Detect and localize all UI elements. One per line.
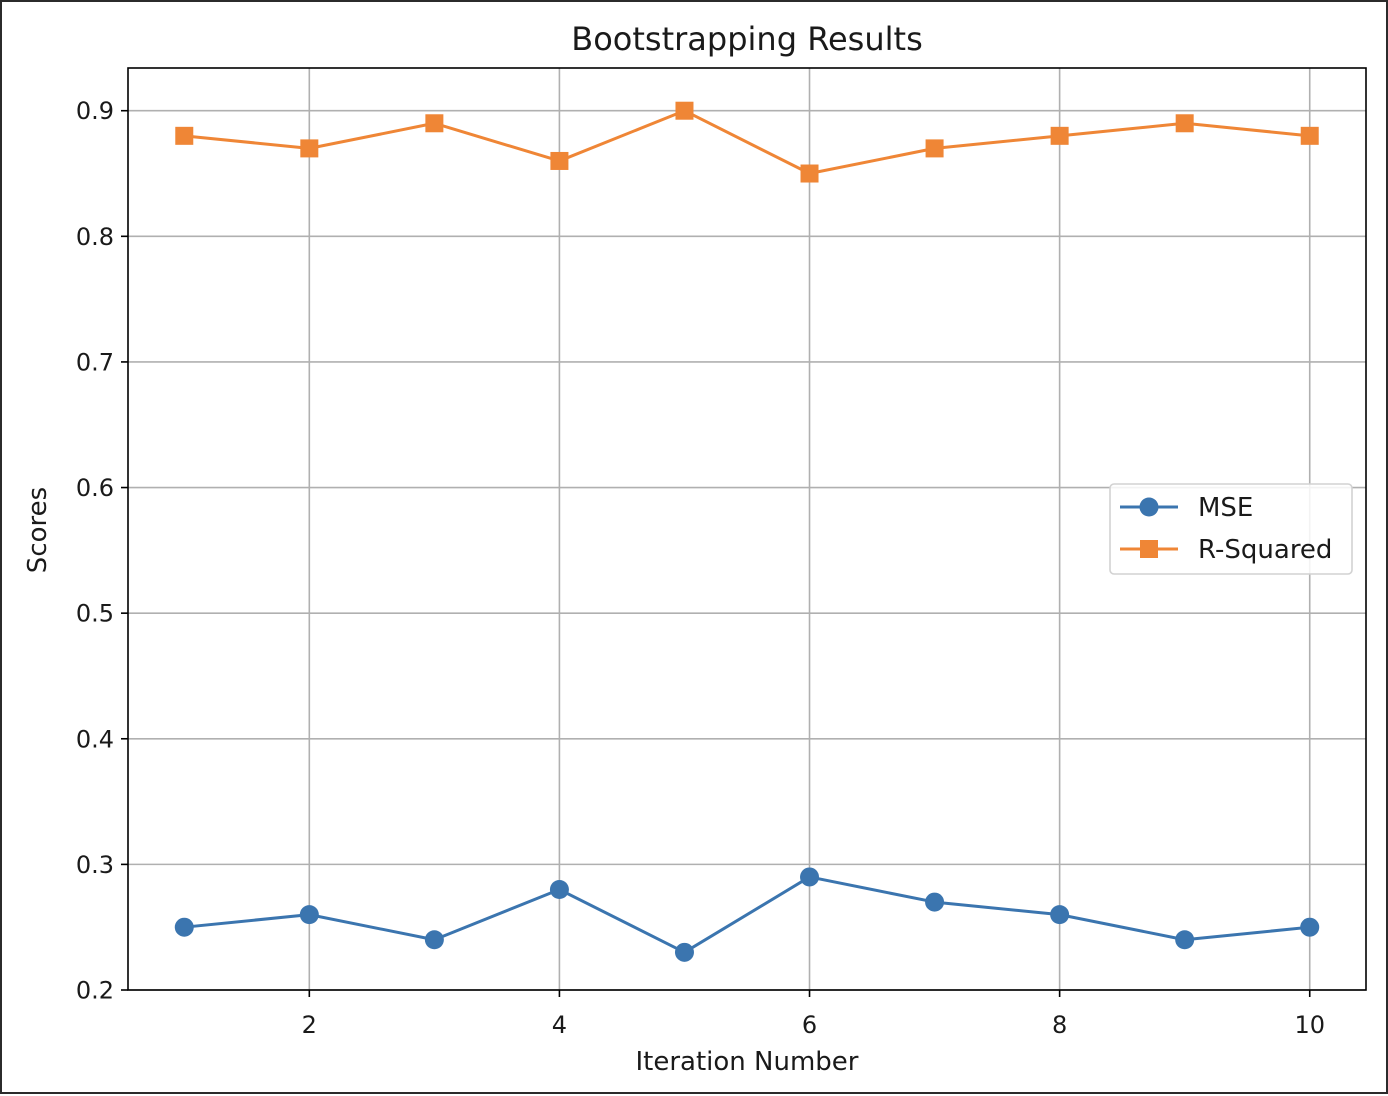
mse-point: [1300, 917, 1320, 937]
r-squared-series-line: [184, 109, 1310, 176]
legend-mse-label: MSE: [1198, 493, 1253, 523]
mse-point: [299, 905, 319, 925]
r-squared-point: [425, 114, 444, 133]
x-axis-label: Iteration Number: [636, 1047, 859, 1077]
x-tick-label: 8: [1052, 1011, 1067, 1039]
mse-point: [549, 880, 569, 900]
mse-point: [1175, 930, 1195, 950]
legend-r-squared-label: R-Squared: [1198, 535, 1332, 565]
legend-mse-marker: [1139, 497, 1159, 517]
r-squared-point: [925, 139, 944, 158]
r-squared-point: [300, 139, 319, 158]
mse-point: [174, 917, 194, 937]
r-squared-point: [1300, 126, 1319, 145]
r-squared-point: [175, 126, 194, 145]
mse-point: [674, 942, 694, 962]
x-tick-label: 6: [802, 1011, 817, 1039]
y-axis-label: Scores: [23, 487, 53, 573]
mse-point: [1050, 905, 1070, 925]
y-tick-label: 0.9: [76, 97, 114, 125]
y-tick-label: 0.6: [76, 474, 114, 502]
y-tick-label: 0.8: [76, 223, 114, 251]
r-squared-point: [1050, 126, 1069, 145]
y-tick-label: 0.3: [76, 851, 114, 879]
mse-point: [800, 867, 820, 887]
mse-point: [925, 892, 945, 912]
y-tick-label: 0.4: [76, 725, 114, 753]
x-tick-label: 10: [1294, 1011, 1325, 1039]
y-tick-label: 0.2: [76, 977, 114, 1005]
r-squared-point: [550, 151, 569, 170]
chart-title: Bootstrapping Results: [571, 20, 922, 58]
y-tick-label: 0.7: [76, 348, 114, 376]
plot-area-frame: [127, 67, 1367, 991]
r-squared-point: [675, 101, 694, 120]
legend-r-squared-marker: [1140, 540, 1158, 558]
r-squared-point: [1175, 114, 1194, 133]
legend: MSE R-Squared: [1109, 483, 1353, 575]
r-squared-point: [800, 164, 819, 183]
x-tick-label: 4: [552, 1011, 567, 1039]
series-layer: [174, 101, 1320, 962]
mse-series-line: [184, 875, 1310, 954]
x-tick-label: 2: [302, 1011, 317, 1039]
y-tick-label: 0.5: [76, 600, 114, 628]
mse-point: [424, 930, 444, 950]
axis-ticks: 2 4 6 8 10 0.2 0.3 0.4 0.5 0.6 0.7 0.8 0.9: [76, 97, 1325, 1039]
